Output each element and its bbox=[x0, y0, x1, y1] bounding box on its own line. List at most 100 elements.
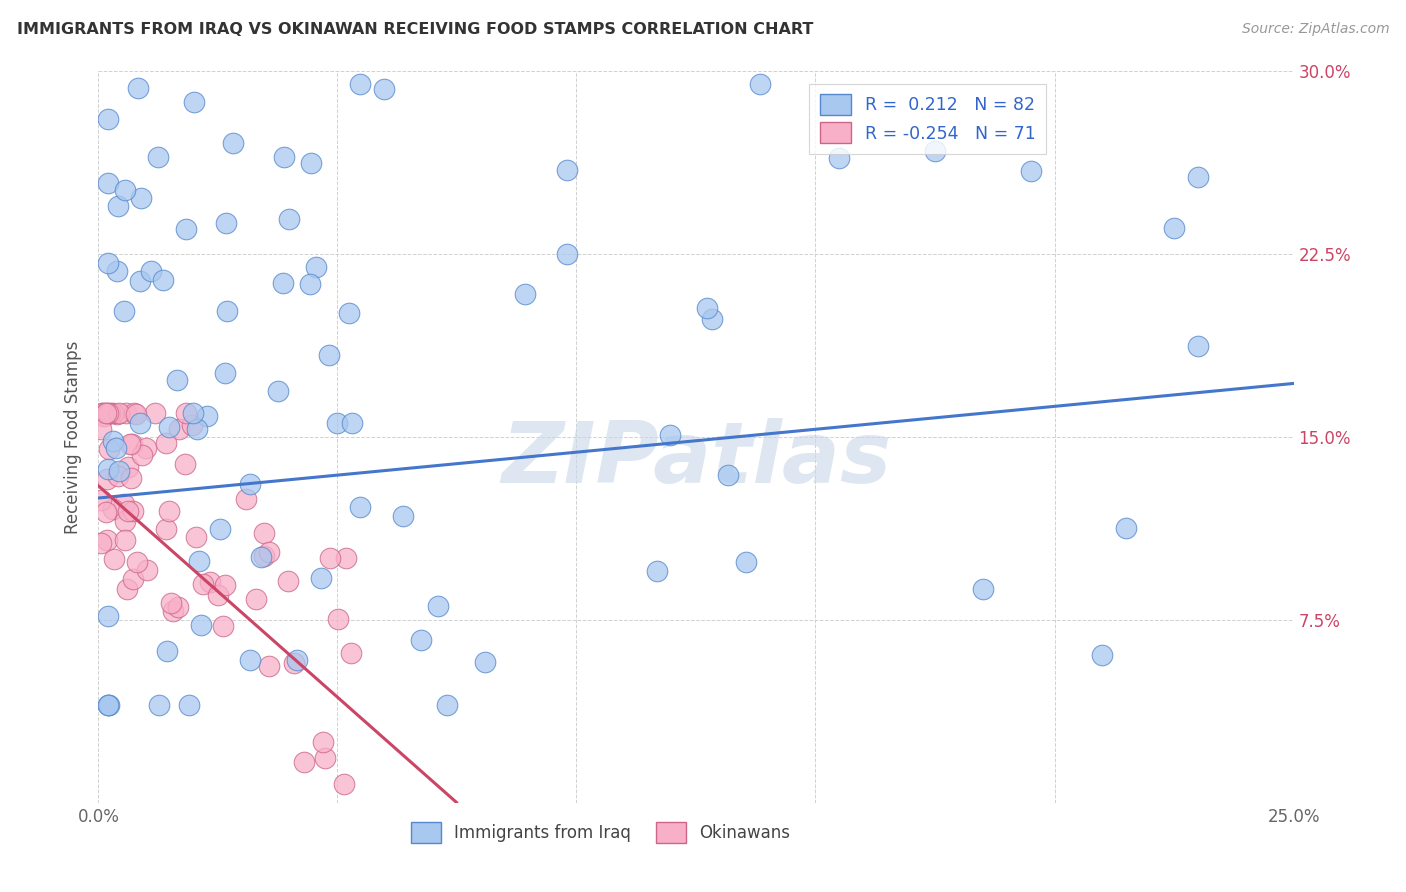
Point bbox=[128, 416, 150, 430]
Point bbox=[177, 698, 200, 713]
Point bbox=[117, 582, 139, 596]
Point bbox=[340, 416, 363, 430]
Point bbox=[299, 156, 322, 170]
Point bbox=[97, 698, 120, 713]
Point bbox=[127, 81, 149, 95]
Point bbox=[239, 477, 262, 491]
Point bbox=[112, 303, 135, 318]
Point bbox=[828, 151, 851, 165]
Point bbox=[222, 136, 245, 151]
Point bbox=[474, 655, 496, 669]
Point bbox=[1163, 220, 1185, 235]
Point bbox=[129, 191, 152, 205]
Point bbox=[250, 549, 273, 564]
Point bbox=[409, 633, 432, 648]
Text: Source: ZipAtlas.com: Source: ZipAtlas.com bbox=[1241, 22, 1389, 37]
Point bbox=[193, 577, 215, 591]
Point bbox=[160, 596, 183, 610]
Point bbox=[105, 264, 128, 278]
Point bbox=[103, 551, 125, 566]
Point bbox=[312, 735, 335, 749]
Point bbox=[148, 698, 170, 713]
Point bbox=[166, 373, 188, 387]
Point bbox=[121, 437, 143, 451]
Point bbox=[97, 406, 120, 420]
Point bbox=[97, 256, 120, 270]
Point bbox=[97, 609, 120, 624]
Point bbox=[90, 422, 112, 436]
Point bbox=[166, 599, 188, 614]
Point bbox=[267, 384, 290, 398]
Point bbox=[98, 406, 121, 420]
Point bbox=[340, 646, 363, 660]
Point bbox=[97, 462, 120, 476]
Point bbox=[702, 312, 724, 326]
Point bbox=[101, 406, 124, 420]
Point bbox=[152, 273, 174, 287]
Point bbox=[107, 468, 129, 483]
Point bbox=[749, 77, 772, 91]
Point bbox=[318, 347, 340, 361]
Point bbox=[90, 536, 112, 550]
Point bbox=[239, 653, 262, 667]
Point bbox=[131, 448, 153, 462]
Point bbox=[181, 417, 204, 432]
Point bbox=[121, 572, 143, 586]
Point bbox=[924, 144, 946, 158]
Point bbox=[373, 82, 395, 96]
Point bbox=[135, 442, 157, 456]
Point bbox=[104, 441, 127, 455]
Point bbox=[174, 222, 197, 236]
Point bbox=[257, 545, 280, 559]
Point bbox=[319, 551, 342, 566]
Point bbox=[107, 199, 129, 213]
Point bbox=[695, 301, 717, 315]
Point bbox=[112, 498, 135, 512]
Point bbox=[1019, 163, 1042, 178]
Point bbox=[1115, 521, 1137, 535]
Point bbox=[129, 274, 152, 288]
Point bbox=[184, 531, 207, 545]
Point bbox=[162, 604, 184, 618]
Point bbox=[97, 698, 120, 713]
Point bbox=[186, 422, 208, 436]
Point bbox=[174, 406, 197, 420]
Point bbox=[117, 504, 139, 518]
Point bbox=[734, 555, 756, 569]
Point bbox=[200, 575, 222, 590]
Point bbox=[97, 112, 120, 127]
Point bbox=[212, 619, 235, 633]
Point bbox=[335, 551, 357, 566]
Point bbox=[117, 460, 139, 475]
Point bbox=[90, 492, 112, 507]
Point bbox=[91, 406, 114, 420]
Point bbox=[515, 287, 537, 301]
Point bbox=[427, 599, 450, 614]
Point bbox=[96, 472, 118, 486]
Point bbox=[146, 150, 169, 164]
Point bbox=[271, 276, 294, 290]
Point bbox=[96, 406, 118, 420]
Point bbox=[309, 571, 332, 585]
Point bbox=[716, 468, 738, 483]
Point bbox=[349, 500, 371, 515]
Point bbox=[157, 420, 180, 434]
Point bbox=[143, 406, 166, 420]
Point bbox=[107, 406, 129, 420]
Point bbox=[105, 407, 128, 421]
Point bbox=[645, 564, 668, 578]
Y-axis label: Receiving Food Stamps: Receiving Food Stamps bbox=[65, 341, 83, 533]
Point bbox=[277, 574, 299, 589]
Point bbox=[114, 406, 136, 420]
Point bbox=[96, 533, 118, 548]
Point bbox=[97, 176, 120, 190]
Point bbox=[174, 457, 197, 471]
Point bbox=[326, 416, 349, 430]
Point bbox=[273, 150, 295, 164]
Point bbox=[436, 698, 458, 713]
Point bbox=[108, 464, 131, 478]
Point bbox=[259, 659, 281, 673]
Point bbox=[349, 77, 371, 91]
Point bbox=[96, 406, 118, 420]
Point bbox=[187, 554, 209, 568]
